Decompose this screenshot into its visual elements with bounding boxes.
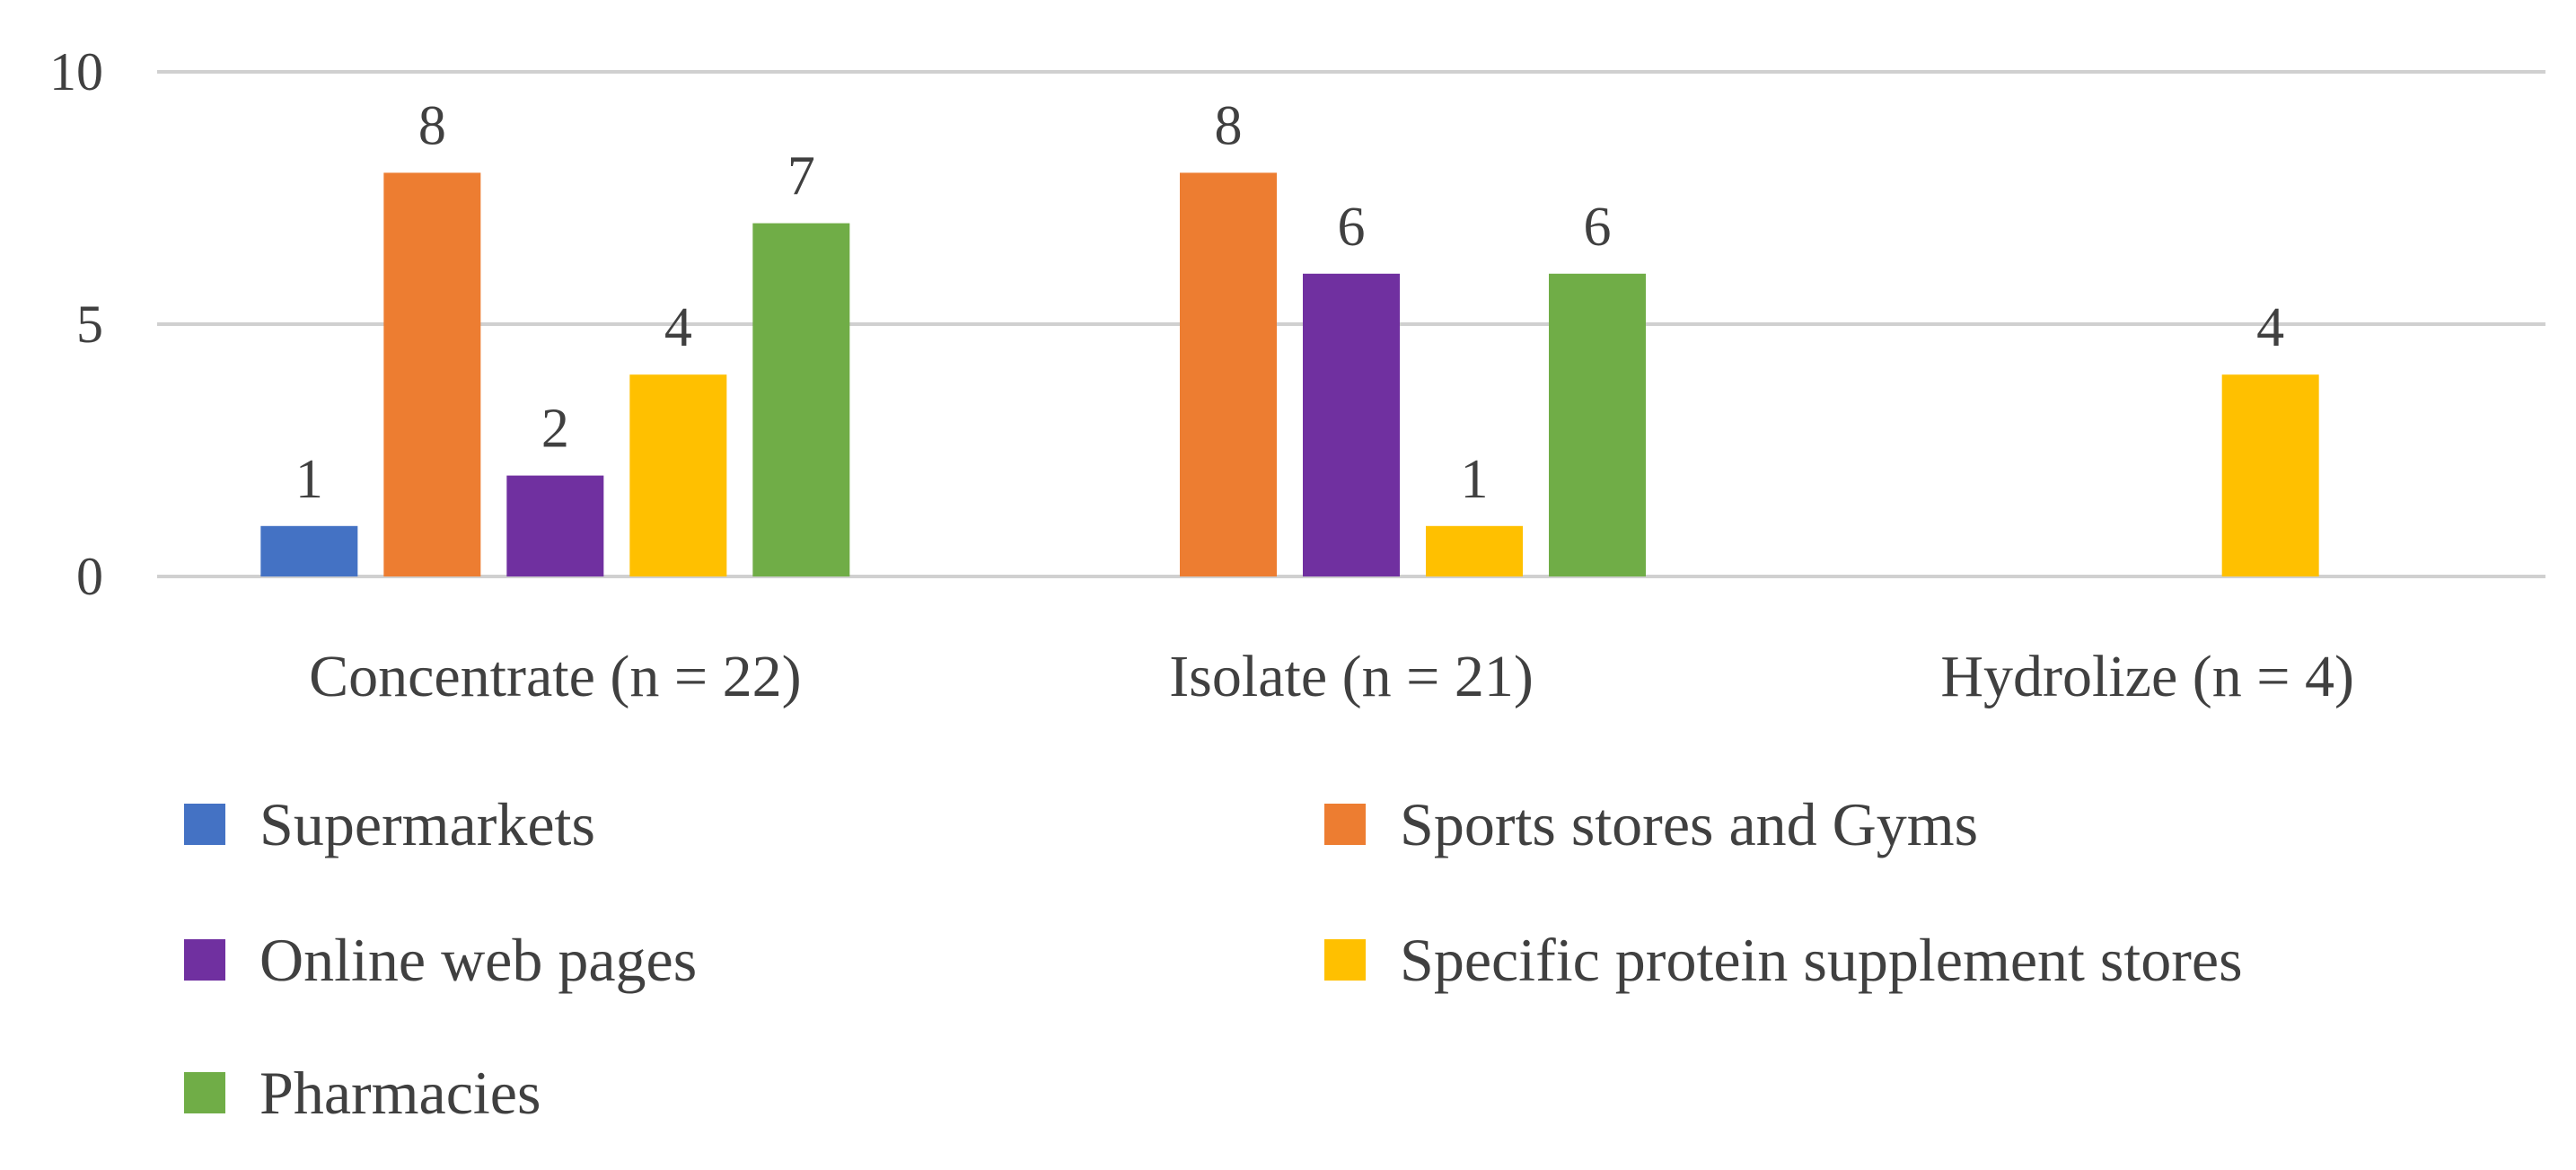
bar xyxy=(1303,273,1400,576)
category-label: Concentrate (n = 22) xyxy=(309,644,802,709)
data-label: 1 xyxy=(1461,449,1489,510)
legend-swatch xyxy=(1324,939,1366,981)
data-label: 6 xyxy=(1584,197,1612,258)
legend-label: Specific protein supplement stores xyxy=(1400,926,2243,994)
legend-item: Supermarkets xyxy=(184,790,595,858)
category-label: Hydrolize (n = 4) xyxy=(1940,644,2354,709)
legend-item: Pharmacies xyxy=(184,1059,541,1127)
data-label: 8 xyxy=(418,95,446,156)
legend-item: Specific protein supplement stores xyxy=(1324,926,2243,994)
legend-swatch xyxy=(184,804,225,845)
legend-item: Online web pages xyxy=(184,926,697,994)
bar xyxy=(1426,525,1523,576)
data-label: 6 xyxy=(1338,197,1366,258)
bar xyxy=(752,223,850,576)
legend-item: Sports stores and Gyms xyxy=(1324,790,1978,858)
bar xyxy=(1180,172,1277,576)
bar xyxy=(1549,273,1646,576)
bar xyxy=(2221,374,2319,576)
legend: Supermarkets Sports stores and Gyms Online… xyxy=(184,790,2243,1127)
y-axis-ticks: 0 5 10 xyxy=(49,42,103,606)
data-label: 8 xyxy=(1215,95,1243,156)
data-label: 7 xyxy=(787,146,815,207)
bar xyxy=(629,374,727,576)
x-axis-categories: Concentrate (n = 22) Isolate (n = 21) Hydr… xyxy=(309,644,2354,709)
bar xyxy=(506,475,604,576)
legend-swatch xyxy=(1324,804,1366,845)
legend-label: Pharmacies xyxy=(259,1059,541,1127)
data-label: 4 xyxy=(664,297,692,358)
category-label: Isolate (n = 21) xyxy=(1169,644,1534,709)
y-tick-label: 0 xyxy=(76,547,103,606)
data-label: 2 xyxy=(541,399,569,460)
bars xyxy=(260,172,2319,576)
data-label: 4 xyxy=(2256,297,2284,358)
y-tick-label: 10 xyxy=(49,42,103,101)
legend-label: Sports stores and Gyms xyxy=(1400,790,1978,858)
y-tick-label: 5 xyxy=(76,295,103,354)
legend-label: Supermarkets xyxy=(259,790,595,858)
bar xyxy=(383,172,481,576)
bar xyxy=(260,525,358,576)
data-label: 1 xyxy=(295,449,323,510)
legend-swatch xyxy=(184,939,225,981)
legend-swatch xyxy=(184,1072,225,1113)
legend-label: Online web pages xyxy=(259,926,697,994)
data-labels: 1 8 2 4 7 8 6 1 6 4 xyxy=(295,95,2284,509)
